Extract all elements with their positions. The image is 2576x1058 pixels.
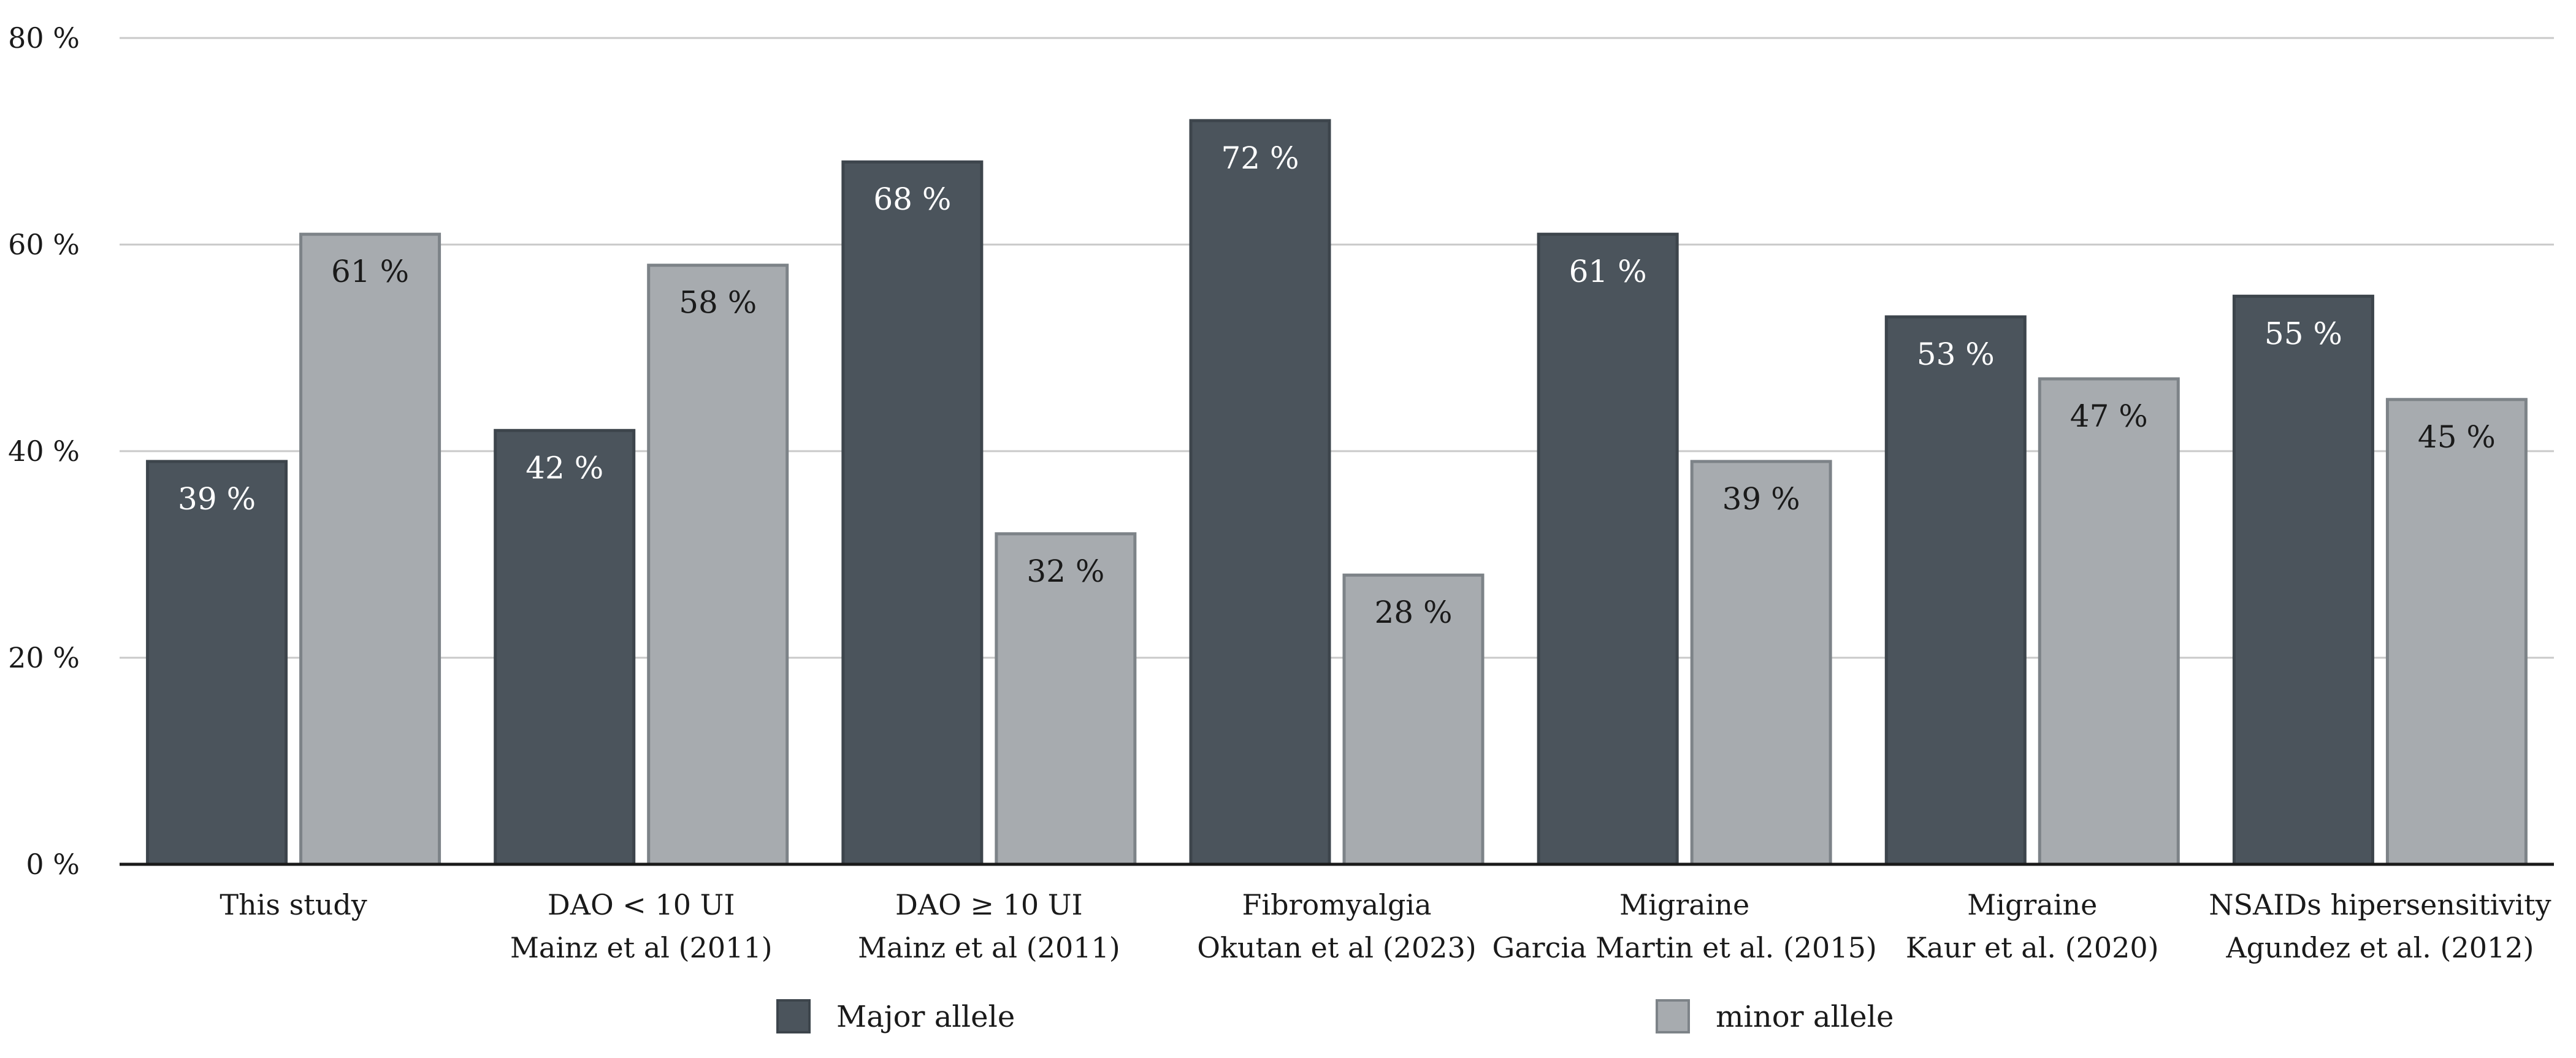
bar-minor-allele <box>1690 460 1832 866</box>
bar-value-label: 53 % <box>1917 337 1995 372</box>
y-axis-ticks: 0 % 20 % 40 % 60 % 80 % <box>8 21 80 881</box>
bar-value-label: 72 % <box>1221 140 1299 176</box>
legend: Major allele minor allele <box>776 999 1894 1034</box>
category-labels: This study DAO < 10 UI Mainz et al (2011) D… <box>220 888 2551 964</box>
legend-label-major: Major allele <box>836 1000 1015 1034</box>
bar-major-allele <box>146 460 288 866</box>
x-category-label: Migraine <box>1619 888 1749 921</box>
bars: 39 % 61 % 42 % 58 % 68 % 32 % 72 % 28 % 61 % 39 %… <box>146 119 2528 866</box>
y-tick-label: 40 % <box>8 435 80 468</box>
x-category-label: Agundez et al. (2012) <box>2225 931 2534 964</box>
bar-major-allele <box>841 160 984 866</box>
bar-value-label: 28 % <box>1374 595 1452 630</box>
bar-major-allele <box>2232 294 2374 866</box>
bar-minor-allele <box>299 232 441 866</box>
bar-value-label: 61 % <box>331 254 409 289</box>
bar-value-label: 39 % <box>1722 481 1800 517</box>
y-tick-label: 60 % <box>8 228 80 261</box>
bar-major-allele <box>1884 315 2027 866</box>
bar-value-label: 58 % <box>679 285 757 321</box>
bar-value-label: 68 % <box>873 181 951 217</box>
x-category-label: NSAIDs hipersensitivity <box>2209 888 2551 921</box>
y-tick-label: 80 % <box>8 21 80 55</box>
legend-label-minor: minor allele <box>1716 1000 1894 1034</box>
x-category-label: DAO ≥ 10 UI <box>895 888 1083 921</box>
x-category-label: Fibromyalgia <box>1242 888 1431 921</box>
legend-swatch-major <box>776 999 811 1033</box>
bar-value-label: 39 % <box>178 481 256 517</box>
bar-value-label: 55 % <box>2265 316 2342 351</box>
y-tick-label: 20 % <box>8 641 80 674</box>
bar-value-label: 32 % <box>1026 554 1104 589</box>
x-category-label: Migraine <box>1967 888 2097 921</box>
x-category-label: Okutan et al (2023) <box>1197 931 1476 964</box>
gridlines <box>120 37 2554 659</box>
bar-major-allele <box>1537 232 1679 866</box>
bar-minor-allele <box>2385 398 2528 866</box>
y-tick-label: 0 % <box>26 848 80 881</box>
bar-minor-allele <box>647 264 789 866</box>
x-category-label: DAO < 10 UI <box>548 888 735 921</box>
x-category-label: Kaur et al. (2020) <box>1906 931 2159 964</box>
bar-value-label: 42 % <box>526 450 603 485</box>
bar-value-label: 47 % <box>2070 398 2148 434</box>
x-category-label: This study <box>220 888 367 921</box>
bar-value-label: 45 % <box>2418 419 2496 455</box>
bar-minor-allele <box>2038 377 2180 866</box>
x-category-label: Garcia Martin et al. (2015) <box>1492 931 1876 964</box>
x-category-label: Mainz et al (2011) <box>510 931 773 964</box>
bar-major-allele <box>1189 119 1331 866</box>
legend-swatch-minor <box>1656 999 1690 1033</box>
x-category-label: Mainz et al (2011) <box>858 931 1120 964</box>
bar-value-label: 61 % <box>1569 254 1647 289</box>
bar-major-allele <box>494 428 636 866</box>
bar-minor-allele <box>995 532 1137 866</box>
